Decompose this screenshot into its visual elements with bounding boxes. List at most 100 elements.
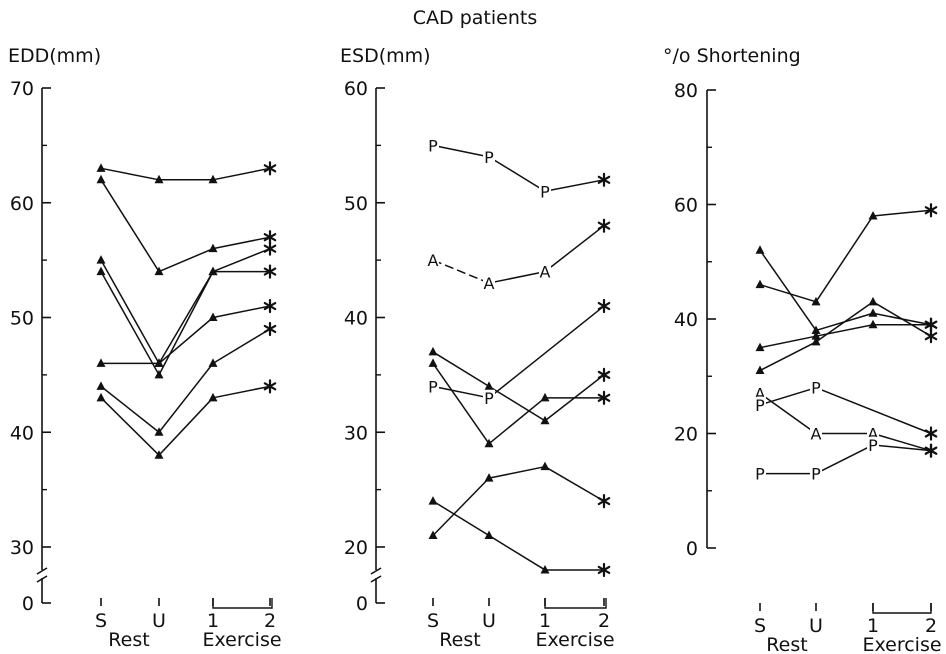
triangle-marker <box>154 266 164 276</box>
series-6 <box>428 496 611 578</box>
letter-marker: P <box>484 389 494 408</box>
series-line-segment <box>432 385 490 399</box>
x-tick-label: S <box>95 610 107 632</box>
letter-marker: P <box>755 396 765 415</box>
letter-marker: P <box>811 379 821 398</box>
letter-marker-bg <box>427 137 439 154</box>
series-line-segment <box>432 362 490 445</box>
triangle-marker <box>208 358 218 367</box>
triangle-marker <box>868 210 878 220</box>
axis-break-mark <box>36 567 48 575</box>
triangle-marker <box>208 392 218 402</box>
asterisk-stroke <box>263 233 277 242</box>
triangle-marker <box>428 358 438 367</box>
group-label-rest: Rest <box>439 629 480 651</box>
triangle-marker <box>484 473 494 482</box>
letter-marker: A <box>428 251 439 270</box>
triangle-marker <box>154 174 164 184</box>
asterisk-stroke <box>597 221 611 230</box>
triangle-marker <box>811 331 821 340</box>
series-line-segment <box>158 362 214 433</box>
y-tick-label: 60 <box>10 193 34 215</box>
y-tick-label-zero: 0 <box>356 593 368 615</box>
y-tick-label: 60 <box>674 195 698 217</box>
series-line-segment <box>488 397 546 445</box>
y-tick-label: 30 <box>344 422 368 444</box>
triangle-marker <box>96 358 106 367</box>
triangle-marker <box>540 415 550 425</box>
triangle-marker <box>484 530 494 540</box>
series-line-segment <box>815 301 874 343</box>
asterisk-marker <box>263 321 277 337</box>
series-line-segment <box>872 209 932 217</box>
y-axis-label: °/o Shortening <box>663 45 801 67</box>
x-tick-label: 2 <box>925 615 937 637</box>
triangle-marker <box>96 392 106 402</box>
x-tick-label: 2 <box>264 610 276 632</box>
triangle-marker <box>208 266 218 276</box>
triangle-marker <box>755 342 765 352</box>
series-6 <box>96 321 277 436</box>
series-line-segment <box>815 387 932 435</box>
asterisk-stroke <box>263 267 277 276</box>
series-line-segment <box>759 249 817 331</box>
letter-marker-bg <box>427 252 439 269</box>
letter-marker: A <box>540 263 551 282</box>
exercise-bracket <box>544 598 607 609</box>
y-tick-label: 0 <box>686 538 698 560</box>
letter-marker: P <box>484 148 494 167</box>
y-tick-label: 40 <box>344 308 368 330</box>
series-line-segment <box>432 144 490 158</box>
series-1 <box>96 161 277 184</box>
asterisk-marker <box>924 203 938 218</box>
series-4 <box>96 241 277 379</box>
triangle-marker <box>484 438 494 448</box>
series-line-segment <box>100 271 160 376</box>
series-line-segment <box>212 328 271 365</box>
triangle-marker <box>540 564 550 574</box>
series-2 <box>755 203 938 306</box>
y-tick-label: 20 <box>674 424 698 446</box>
triangle-marker <box>428 346 438 356</box>
series-line-segment <box>544 179 605 193</box>
x-tick-label: 1 <box>867 615 879 637</box>
asterisk-marker <box>597 298 611 314</box>
x-tick-label: U <box>809 615 823 637</box>
series-5: PP <box>427 298 611 408</box>
triangle-marker <box>755 365 765 375</box>
series-4 <box>428 358 611 448</box>
asterisk-stroke <box>924 429 938 438</box>
series-line-segment <box>488 270 546 284</box>
triangle-marker <box>868 308 878 317</box>
y-tick-label: 30 <box>10 537 34 559</box>
series-line-segment <box>432 351 490 387</box>
asterisk-stroke <box>597 393 611 402</box>
letter-marker-bg <box>539 183 551 200</box>
group-label-exercise: Exercise <box>862 634 941 654</box>
letter-marker-bg <box>539 263 551 280</box>
series-line-segment <box>432 259 490 284</box>
series-7: P P P <box>754 436 938 484</box>
series-line-segment <box>759 341 817 372</box>
letter-marker: A <box>868 425 879 444</box>
asterisk-marker <box>263 379 277 394</box>
series-1: P P P <box>427 136 611 201</box>
asterisk-stroke <box>597 175 611 184</box>
letter-marker: P <box>868 436 878 455</box>
series-line-segment <box>432 477 490 537</box>
x-tick-label: S <box>754 615 766 637</box>
panel-edd: EDD(mm) 70 60 50 40 30 0 S U 1 2 Rest Exercise <box>8 45 282 651</box>
series-line-segment <box>488 156 546 192</box>
y-tick-label: 40 <box>10 422 34 444</box>
asterisk-marker <box>924 317 938 332</box>
letter-marker-bg <box>483 148 495 165</box>
y-tick-label: 20 <box>344 537 368 559</box>
asterisk-marker <box>924 443 938 458</box>
series-line-segment <box>759 386 817 406</box>
series-line-segment <box>815 444 874 475</box>
triangle-marker <box>484 381 494 390</box>
asterisk-marker <box>263 264 277 279</box>
letter-marker-bg <box>483 275 495 292</box>
asterisk-stroke <box>924 332 938 341</box>
